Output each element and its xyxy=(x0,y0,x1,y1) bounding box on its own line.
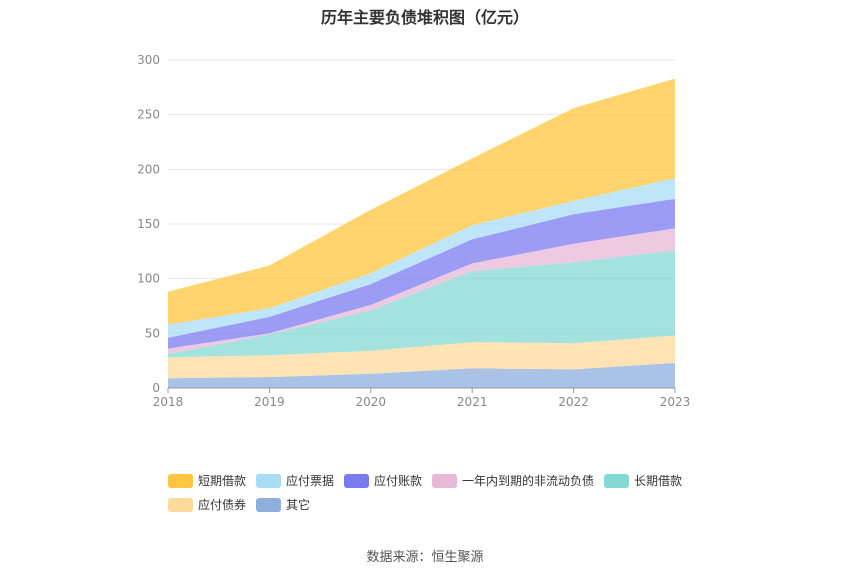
legend-swatch xyxy=(432,473,457,488)
axes: 0 50 100 150 200 250 300 2018 2019 2020 2021 2022 20… xyxy=(137,53,690,409)
area-series-应付票据 xyxy=(168,178,675,338)
x-tick-label: 2022 xyxy=(558,395,589,409)
legend-item[interactable]: 应付票据 xyxy=(256,472,334,489)
y-tick-label: 100 xyxy=(137,272,160,286)
legend-label: 一年内到期的非流动负债 xyxy=(462,474,595,488)
x-tick-label: 2020 xyxy=(356,395,387,409)
area-series-其它 xyxy=(168,362,675,388)
data-source: 数据来源：恒生聚源 xyxy=(366,550,484,565)
legend-label: 短期借款 xyxy=(198,474,247,488)
legend-item[interactable]: 长期借款 xyxy=(604,472,682,489)
legend-label: 长期借款 xyxy=(634,474,683,488)
area-series xyxy=(168,78,675,388)
x-tick-label: 2019 xyxy=(254,395,285,409)
legend-swatch xyxy=(256,473,281,488)
legend-label: 应付债券 xyxy=(198,498,247,512)
x-tick-label: 2018 xyxy=(153,395,184,409)
x-tick-label: 2021 xyxy=(457,395,488,409)
area-series-一年内到期的非流动负债 xyxy=(168,228,675,355)
legend-swatch xyxy=(168,473,193,488)
legend-swatch xyxy=(604,473,629,488)
area-series-短期借款 xyxy=(168,78,675,325)
chart-title: 历年主要负债堆积图（亿元） xyxy=(320,8,529,27)
y-tick-label: 300 xyxy=(137,53,160,67)
legend-swatch xyxy=(256,497,281,512)
legend-label: 应付票据 xyxy=(286,474,335,488)
legend-label: 其它 xyxy=(286,498,311,512)
legend-swatch xyxy=(168,497,193,512)
legend-label: 应付账款 xyxy=(374,474,423,488)
y-tick-label: 0 xyxy=(152,381,160,395)
x-tick-label: 2023 xyxy=(660,395,691,409)
legend-item[interactable]: 一年内到期的非流动负债 xyxy=(432,472,594,489)
y-tick-label: 200 xyxy=(137,162,160,176)
legend-item[interactable]: 应付债券 xyxy=(168,496,246,513)
area-series-长期借款 xyxy=(168,250,675,358)
legend-swatch xyxy=(344,473,369,488)
legend-item[interactable]: 其它 xyxy=(256,496,310,513)
legend-item[interactable]: 短期借款 xyxy=(168,472,246,489)
area-series-应付账款 xyxy=(168,198,675,349)
y-tick-label: 250 xyxy=(137,108,160,122)
y-tick-label: 150 xyxy=(137,217,160,231)
y-tick-label: 50 xyxy=(145,326,160,340)
legend-item[interactable]: 应付账款 xyxy=(344,472,422,489)
area-series-应付债券 xyxy=(168,335,675,379)
